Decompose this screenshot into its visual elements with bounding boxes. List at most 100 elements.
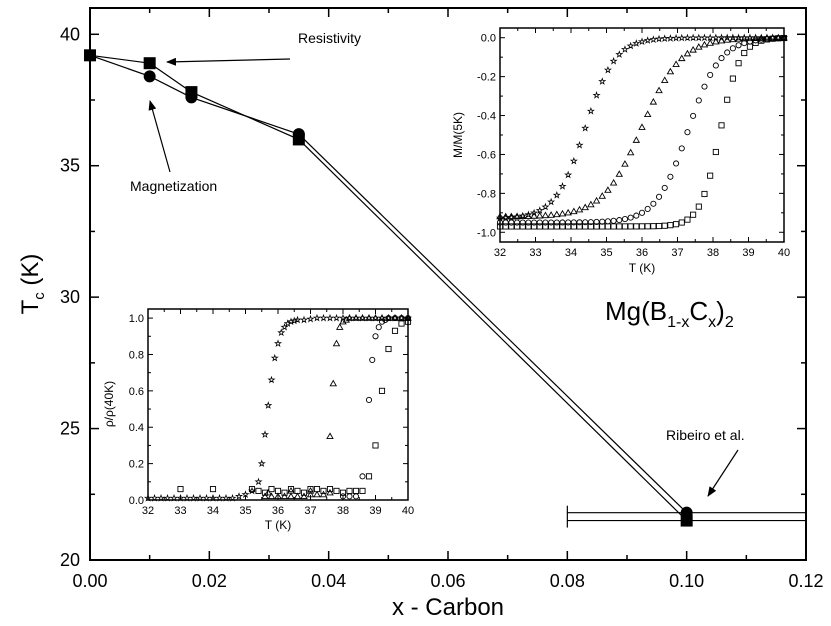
- inset-res-point: [333, 487, 340, 494]
- inset-res-point: [294, 487, 301, 494]
- inset-mag-point: [604, 186, 612, 193]
- inset-mag-point: [655, 86, 663, 94]
- inset-mag-point: [542, 219, 549, 226]
- inset-mag-point: [632, 39, 641, 47]
- inset-mag-point: [592, 196, 601, 204]
- inset-mag-point: [649, 35, 658, 44]
- inset-res-point: [385, 345, 392, 353]
- inset-mag-point: [570, 219, 577, 226]
- inset-mag-point: [598, 77, 607, 85]
- inset-res-point: [404, 318, 412, 325]
- inset-mag-point: [724, 96, 731, 103]
- inset-mag-point: [587, 223, 594, 230]
- inset-mag-point: [769, 35, 776, 42]
- inset-mag-y-tick-label: -0.6: [477, 149, 496, 161]
- inset-mag-point: [660, 76, 669, 84]
- inset-res-point: [339, 493, 347, 500]
- inset-mag-point: [689, 33, 698, 42]
- inset-res-point: [261, 489, 269, 496]
- inset-mag-point: [609, 56, 618, 65]
- inset-mag-point: [558, 182, 567, 190]
- inset-res-point: [267, 492, 276, 500]
- inset-mag-point: [610, 223, 617, 230]
- main-series-markers: [84, 49, 693, 527]
- inset-res-point: [371, 314, 380, 321]
- inset-mag-point: [678, 219, 685, 226]
- main-y-tick-label: 35: [60, 156, 80, 176]
- inset-mag-point: [535, 211, 544, 219]
- inset-res-point: [332, 339, 341, 347]
- inset-res-x-tick-label: 35: [239, 505, 251, 517]
- formula-part-5: 2: [725, 314, 734, 331]
- inset-res-point: [371, 313, 380, 322]
- inset-res-point: [351, 313, 361, 322]
- inset-res-point: [287, 492, 295, 500]
- inset-mag-point: [565, 219, 572, 226]
- inset-mag-point: [637, 37, 647, 46]
- inset-mag-point: [643, 36, 652, 44]
- inset-mag-point: [729, 45, 736, 52]
- inset-mag-point: [599, 218, 606, 225]
- inset-res-point: [320, 487, 327, 494]
- inset-res-y-tick-label: 0.8: [129, 349, 144, 361]
- inset-res-x-tick-label: 39: [369, 505, 381, 517]
- inset-mag-point: [724, 49, 731, 56]
- inset-mag-y-tick-label: -1.0: [477, 227, 496, 239]
- inset-res-point: [169, 493, 179, 502]
- inset-mag-point: [695, 203, 702, 210]
- inset-mag-point: [661, 222, 668, 229]
- inset-res-point: [345, 313, 354, 322]
- inset-mag-point: [541, 202, 550, 211]
- inset-mag-point: [524, 212, 533, 219]
- inset-res-y-tick-label: 0.6: [129, 386, 144, 398]
- inset-mag-point: [700, 33, 709, 42]
- inset-mag-point: [734, 35, 743, 42]
- inset-mag-point: [690, 112, 697, 119]
- inset-res-point: [306, 314, 315, 323]
- inset-res-point: [312, 313, 322, 322]
- inset-mag-point: [559, 223, 566, 230]
- inset-res-y-tick-label: 0.2: [129, 459, 144, 471]
- inset-mag-point: [508, 223, 515, 230]
- inset-res-x-tick-label: 32: [142, 505, 154, 517]
- inset-mag-point: [496, 212, 504, 220]
- main-y-tick-label: 25: [60, 419, 80, 439]
- inset-mag-point: [655, 222, 663, 230]
- inset-res-point: [277, 328, 286, 337]
- inset-mag-point: [757, 33, 766, 42]
- inset-mag-point: [660, 34, 669, 43]
- inset-mag-point: [683, 49, 692, 57]
- inset-res-point: [339, 489, 347, 496]
- inset-res-point: [313, 490, 321, 498]
- inset-mag-point: [575, 140, 584, 149]
- point-magnetization: [143, 70, 156, 83]
- inset-res-point: [345, 314, 354, 321]
- inset-mag-point: [531, 219, 538, 226]
- inset-res-point: [260, 430, 270, 438]
- inset-mag-point: [587, 200, 595, 208]
- inset-mag-point: [541, 211, 550, 219]
- inset-mag-point: [638, 223, 646, 230]
- inset-res-point: [273, 339, 283, 347]
- inset-res-point: [358, 313, 367, 322]
- inset-mag-ticks: 32 33 34 35 36 37 38 39 40 0.0 -0.2 -0.4 -0.6 -0.8 -1.…: [477, 28, 790, 259]
- inset-mag-point: [763, 36, 771, 43]
- inset-mag-point: [712, 148, 719, 156]
- inset-res-point: [189, 493, 198, 502]
- inset-res-point: [332, 313, 341, 322]
- inset-mag-point: [667, 222, 674, 229]
- inset-res-point: [372, 333, 379, 340]
- inset-mag-point: [775, 35, 782, 42]
- inset-mag-point: [553, 219, 560, 226]
- inset-mag-point: [718, 122, 725, 129]
- formula-label: Mg(B1-xCx)2: [605, 296, 734, 331]
- inset-mag-point: [707, 71, 714, 78]
- inset-mag-point: [620, 45, 629, 53]
- inset-mag-point: [576, 219, 583, 226]
- inset-mag-point: [530, 208, 539, 217]
- inset-res-point: [325, 313, 335, 322]
- annotation-resistivity: Resistivity: [298, 30, 361, 46]
- inset-mag-point: [604, 223, 611, 230]
- inset-mag-point: [513, 219, 521, 226]
